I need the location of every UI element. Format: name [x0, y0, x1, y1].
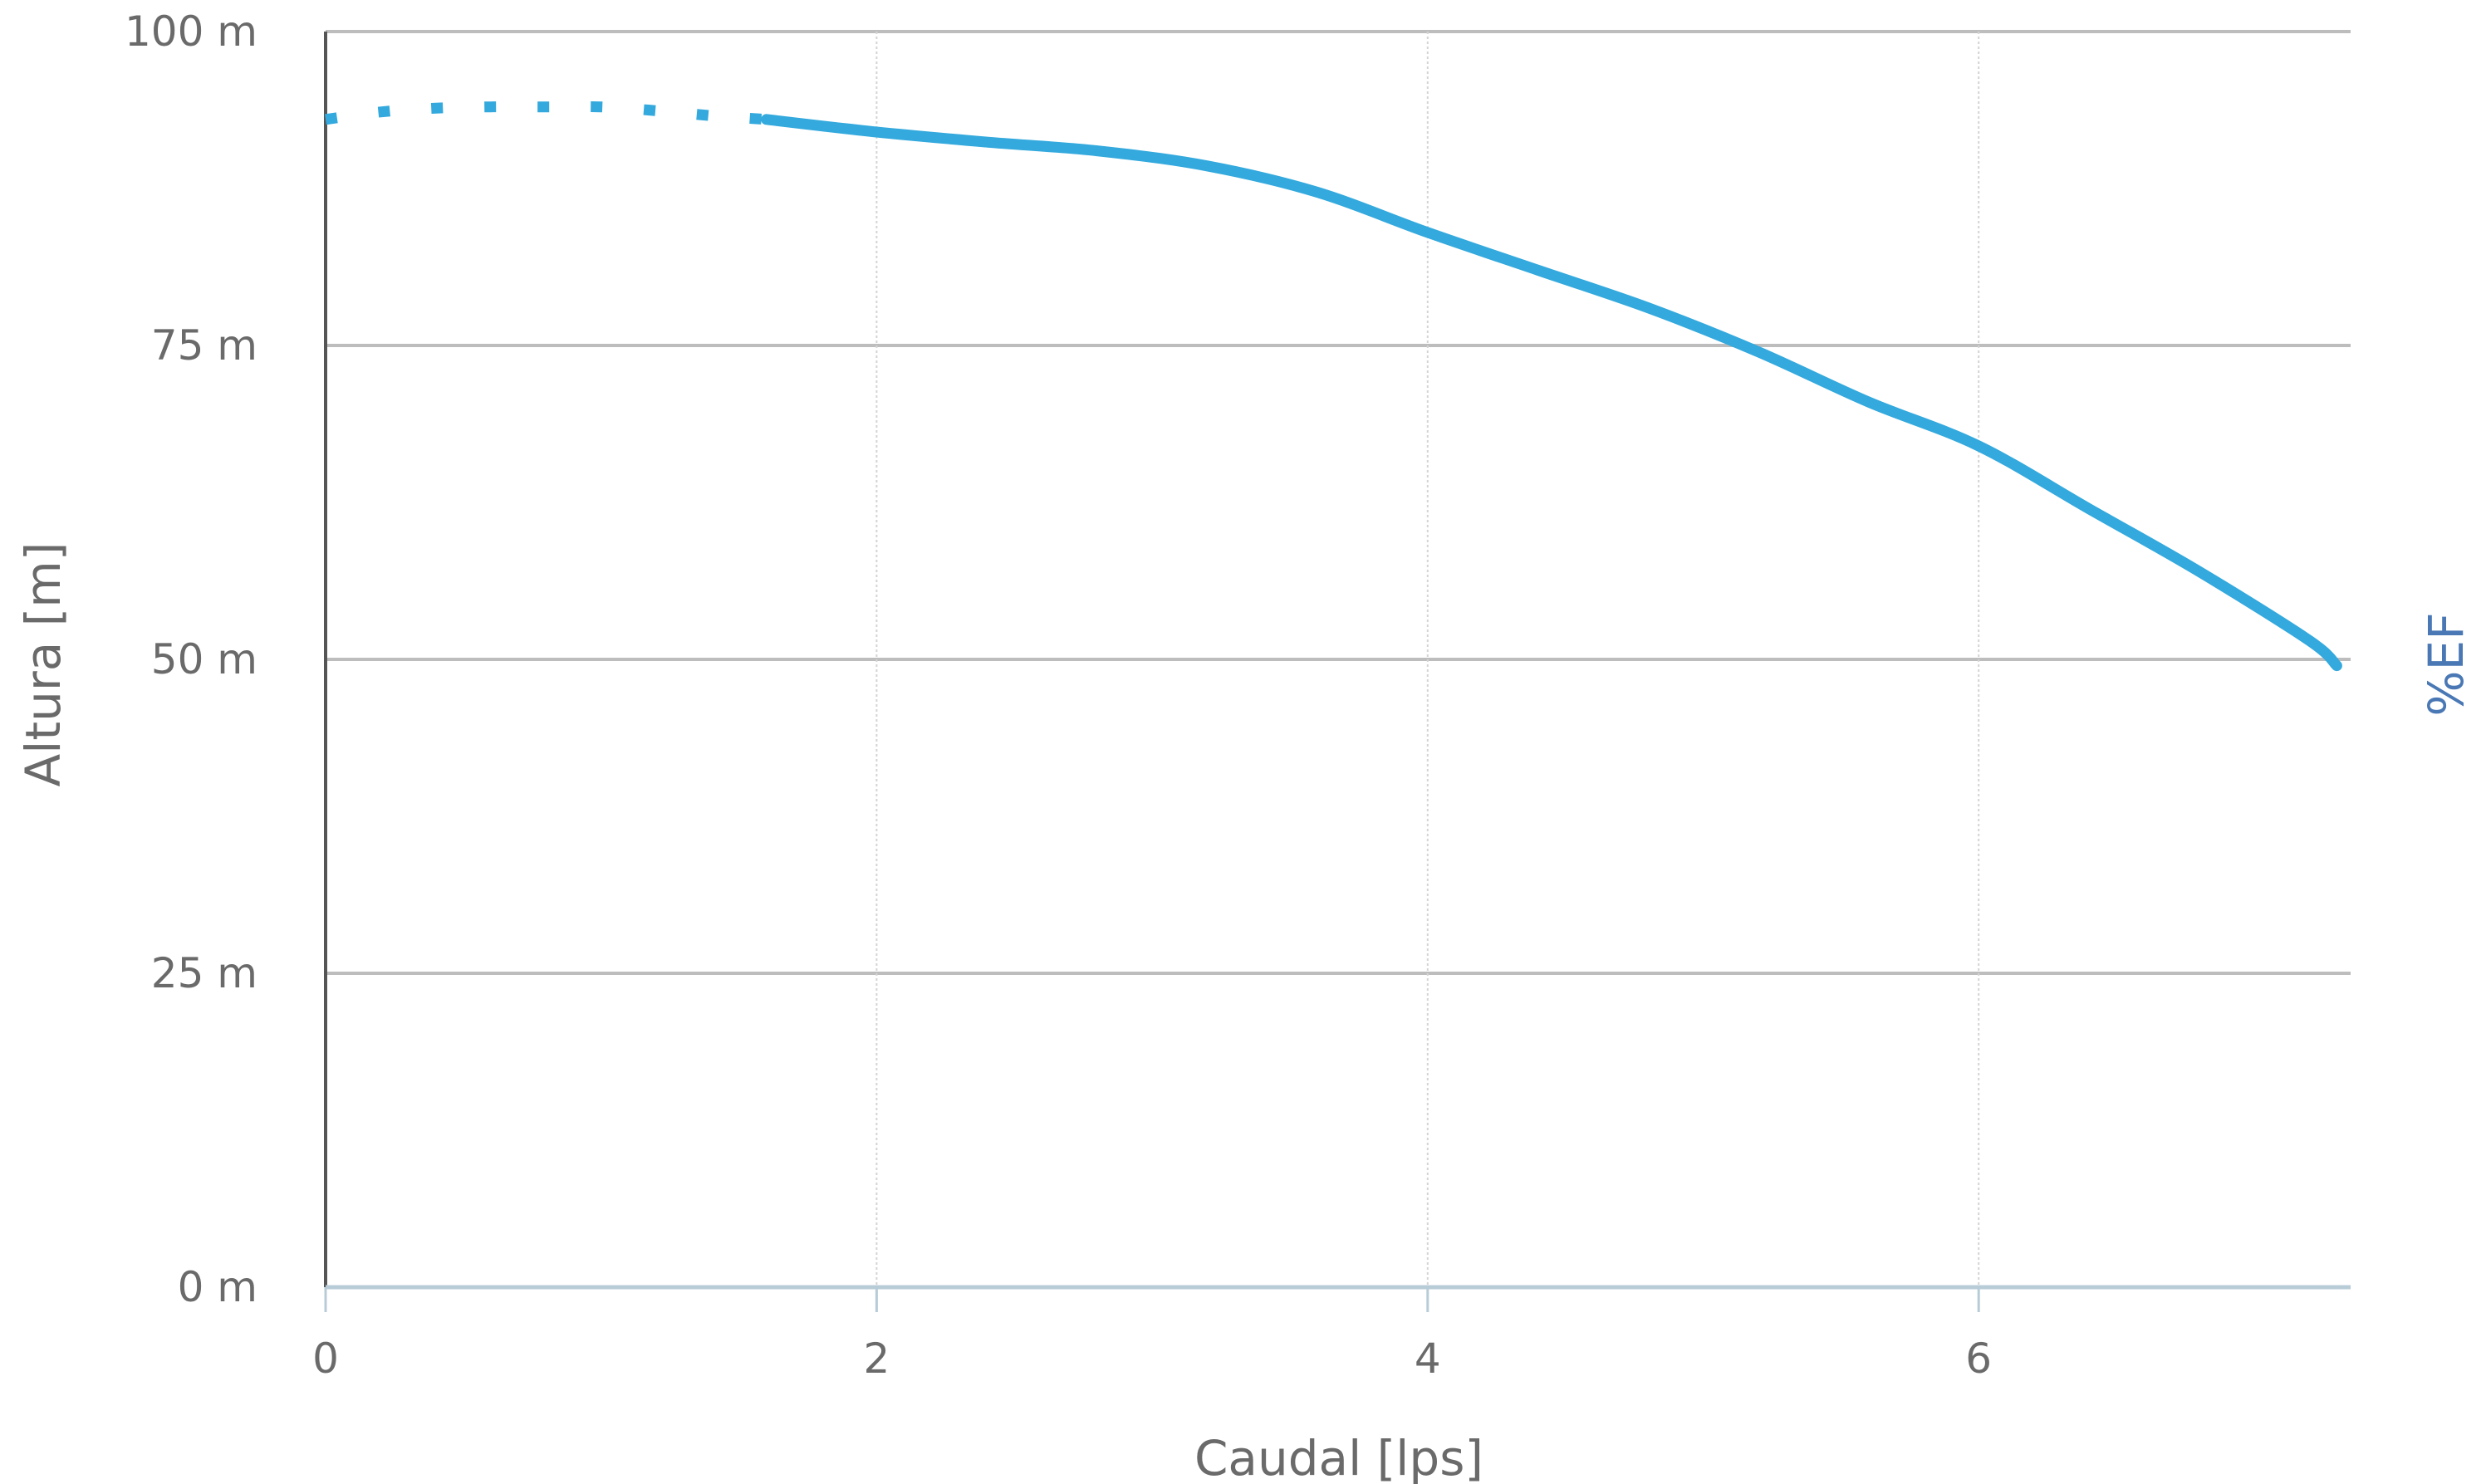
- y-tick-label: 0 m: [178, 1263, 257, 1311]
- grid: [326, 30, 2351, 1287]
- curve-extrapolated-dotted: [325, 100, 767, 125]
- axes: [324, 32, 2351, 1312]
- x-tick-label: 0: [312, 1335, 339, 1383]
- y-tick-label: 100 m: [125, 7, 257, 56]
- y-tick-label: 50 m: [151, 635, 257, 683]
- curve-solid: [761, 114, 2342, 672]
- y-axis-title: Altura [m]: [15, 542, 71, 787]
- tick-labels: 0 m 25 m 50 m 75 m 100 m 0 2 4 6: [125, 7, 1992, 1383]
- y-tick-label: 75 m: [151, 321, 257, 370]
- y-tick-label: 25 m: [151, 949, 257, 997]
- series: [325, 100, 2342, 672]
- y2-axis-title: %EF: [2418, 612, 2474, 716]
- x-tick-label: 2: [863, 1335, 890, 1383]
- x-tick-label: 6: [1965, 1335, 1992, 1383]
- x-tick-label: 4: [1415, 1335, 1441, 1383]
- x-axis-title: Caudal [lps]: [1194, 1430, 1483, 1484]
